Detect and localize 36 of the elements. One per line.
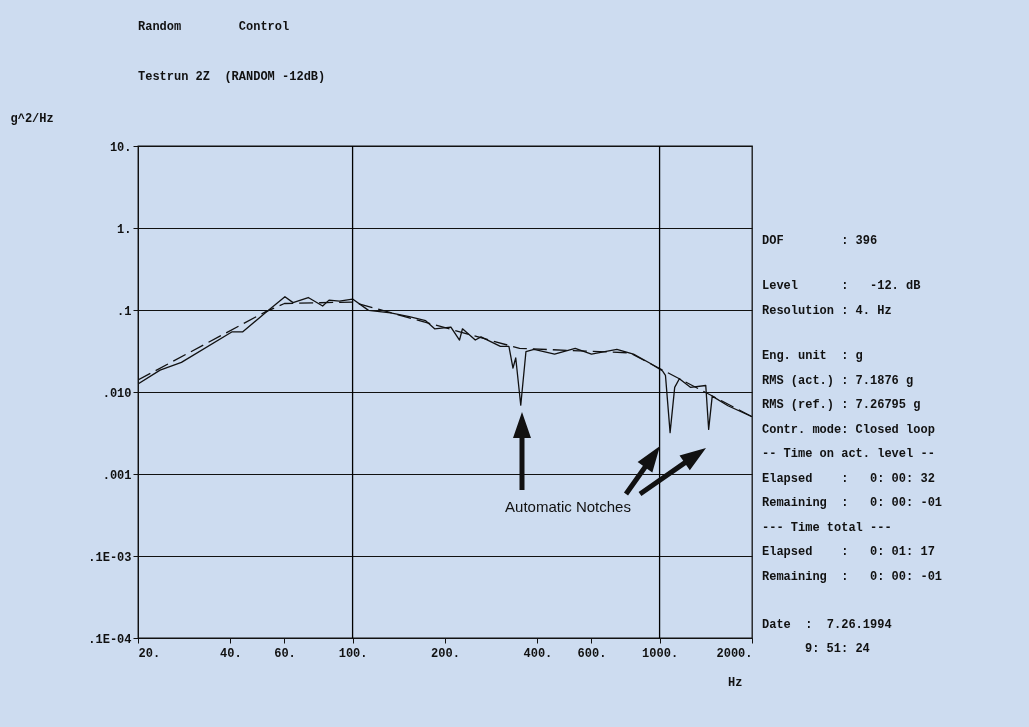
chart-title: Random Control	[138, 20, 290, 34]
y-tick-label: 1.	[117, 222, 132, 237]
text: Contr. mode: Closed loop	[762, 423, 935, 437]
text: -- Time on act. level --	[762, 447, 935, 461]
text: RMS (act.) : 7.1876 g	[762, 374, 914, 388]
chart-subtitle: Testrun 2Z (RANDOM -12dB)	[138, 70, 326, 84]
x-tick-label: 40.	[220, 646, 242, 661]
text: Date : 7.26.1994	[762, 618, 892, 632]
x-tick-label: 600.	[577, 646, 607, 661]
x-tick-label: 60.	[274, 646, 296, 661]
text: Eng. unit : g	[762, 349, 863, 363]
y-tick-label: .1	[117, 304, 132, 319]
x-tick-label: 20.	[138, 646, 161, 661]
x-tick-label: 2000.	[716, 646, 753, 661]
y-tick-label: .001	[102, 468, 132, 483]
text: Resolution : 4. Hz	[762, 304, 892, 318]
text: DOF : 396	[762, 234, 878, 248]
x-tick-label: 400.	[523, 646, 553, 661]
y-tick-label: 10.	[109, 140, 132, 155]
text: Remaining : 0: 00: -01	[762, 570, 943, 584]
y-tick-label: .1E-04	[88, 632, 132, 647]
x-tick-label: 200.	[431, 646, 460, 661]
x-tick-label: 1000.	[642, 646, 679, 661]
text: RMS (ref.) : 7.26795 g	[762, 398, 921, 412]
annotation: Automatic Notches	[505, 498, 631, 515]
y-axis-title: g^2/Hz	[10, 111, 54, 126]
text: Level : -12. dB	[762, 279, 921, 293]
text: Elapsed : 0: 01: 17	[762, 545, 935, 559]
x-axis-title: Hz	[728, 675, 743, 690]
text: Remaining : 0: 00: -01	[762, 496, 943, 510]
text: --- Time total ---	[762, 521, 892, 535]
y-tick-label: .1E-03	[88, 550, 132, 565]
y-tick-label: .010	[102, 386, 132, 401]
text: 9: 51: 24	[805, 642, 870, 656]
x-tick-label: 100.	[338, 646, 368, 661]
text: Elapsed : 0: 00: 32	[762, 472, 935, 486]
